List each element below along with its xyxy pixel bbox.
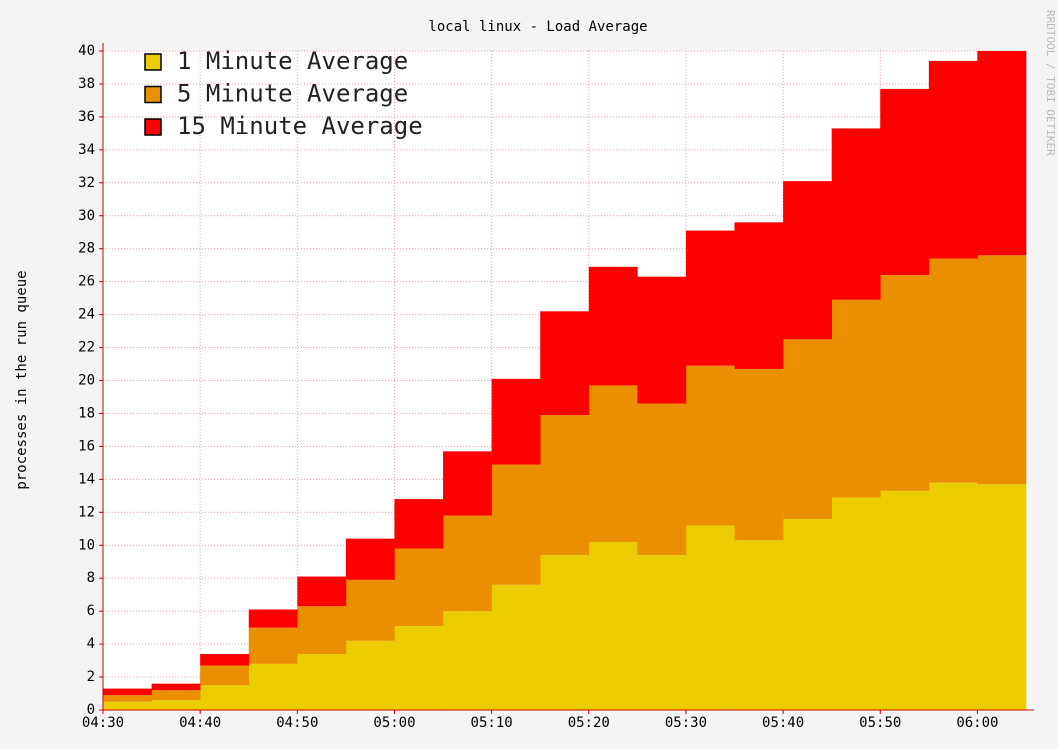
x-tick-label: 04:30 [82, 715, 124, 731]
area-step [589, 385, 638, 542]
y-tick-label: 32 [78, 175, 95, 191]
area-step [637, 404, 686, 556]
area-step [540, 415, 589, 555]
area-step [492, 379, 541, 465]
area-step [637, 277, 686, 404]
area-step [103, 695, 152, 702]
y-tick-label: 10 [78, 537, 95, 553]
y-tick-label: 24 [78, 307, 95, 323]
area-step [200, 685, 249, 710]
area-step [249, 664, 298, 710]
area-step [832, 128, 881, 299]
x-tick-label: 04:50 [276, 715, 318, 731]
y-tick-label: 2 [87, 669, 95, 685]
area-step [443, 611, 492, 710]
legend-label: 1 Minute Average [177, 47, 408, 75]
area-step [783, 339, 832, 519]
y-tick-label: 28 [78, 241, 95, 257]
area-step [346, 580, 395, 641]
area-step [394, 499, 443, 548]
area-step [297, 654, 346, 710]
area-step [394, 549, 443, 626]
y-tick-label: 4 [87, 636, 95, 652]
y-tick-label: 36 [78, 109, 95, 125]
y-axis-label: processes in the run queue [14, 270, 30, 489]
y-tick-label: 6 [87, 603, 95, 619]
y-tick-label: 40 [78, 43, 95, 59]
y-tick-label: 30 [78, 208, 95, 224]
watermark: RRDTOOL / TOBI OETIKER [1044, 10, 1057, 156]
y-tick-label: 20 [78, 373, 95, 389]
area-step [783, 181, 832, 339]
y-tick-label: 22 [78, 340, 95, 356]
area-step [249, 628, 298, 664]
y-tick-label: 34 [78, 142, 95, 158]
area-step [880, 89, 929, 275]
chart: local linux - Load Average processes in … [0, 0, 1058, 749]
area-step [880, 275, 929, 491]
area-step [783, 519, 832, 710]
legend-label: 5 Minute Average [177, 80, 408, 108]
area-step [394, 626, 443, 710]
area-step [346, 539, 395, 580]
area-step [832, 300, 881, 498]
y-tick-label: 12 [78, 504, 95, 520]
area-step [686, 366, 735, 526]
area-step [832, 497, 881, 710]
area-step [929, 259, 978, 483]
area-step [880, 491, 929, 710]
area-step [152, 690, 201, 700]
y-tick-label: 14 [78, 471, 95, 487]
y-tick-label: 18 [78, 405, 95, 421]
y-tick-label: 16 [78, 438, 95, 454]
area-step [492, 465, 541, 585]
x-tick-label: 06:00 [956, 715, 998, 731]
area-step [686, 525, 735, 710]
area-step [637, 555, 686, 710]
area-step [735, 222, 784, 369]
area-step [200, 654, 249, 666]
x-tick-label: 05:10 [471, 715, 513, 731]
x-tick-label: 05:20 [568, 715, 610, 731]
chart-title: local linux - Load Average [428, 19, 647, 35]
legend-swatch [145, 119, 161, 135]
area-step [297, 577, 346, 607]
area-step [152, 684, 201, 691]
area-step [977, 484, 1026, 710]
area-step [929, 61, 978, 259]
x-tick-label: 05:50 [859, 715, 901, 731]
x-tick-label: 05:30 [665, 715, 707, 731]
y-tick-label: 38 [78, 76, 95, 92]
x-tick-label: 05:00 [373, 715, 415, 731]
area-step [977, 51, 1026, 255]
legend-swatch [145, 54, 161, 70]
area-step [735, 369, 784, 540]
legend-swatch [145, 87, 161, 103]
area-step [297, 606, 346, 654]
area-step [103, 702, 152, 710]
area-step [589, 267, 638, 386]
area-step [492, 585, 541, 710]
area-step [977, 255, 1026, 484]
area-step [735, 540, 784, 710]
area-step [346, 641, 395, 710]
area-step [686, 231, 735, 366]
area-step [103, 689, 152, 696]
area-step [589, 542, 638, 710]
area-step [929, 483, 978, 710]
area-step [152, 700, 201, 710]
area-step [443, 516, 492, 612]
area-step [249, 610, 298, 628]
legend: 1 Minute Average 5 Minute Average 15 Minut… [145, 47, 423, 140]
x-tick-label: 05:40 [762, 715, 804, 731]
x-tick-label: 04:40 [179, 715, 221, 731]
area-step [200, 666, 249, 686]
legend-label: 15 Minute Average [177, 112, 423, 140]
area-step [540, 311, 589, 415]
y-tick-label: 8 [87, 570, 95, 586]
y-tick-label: 26 [78, 274, 95, 290]
area-step [443, 451, 492, 515]
area-step [540, 555, 589, 710]
